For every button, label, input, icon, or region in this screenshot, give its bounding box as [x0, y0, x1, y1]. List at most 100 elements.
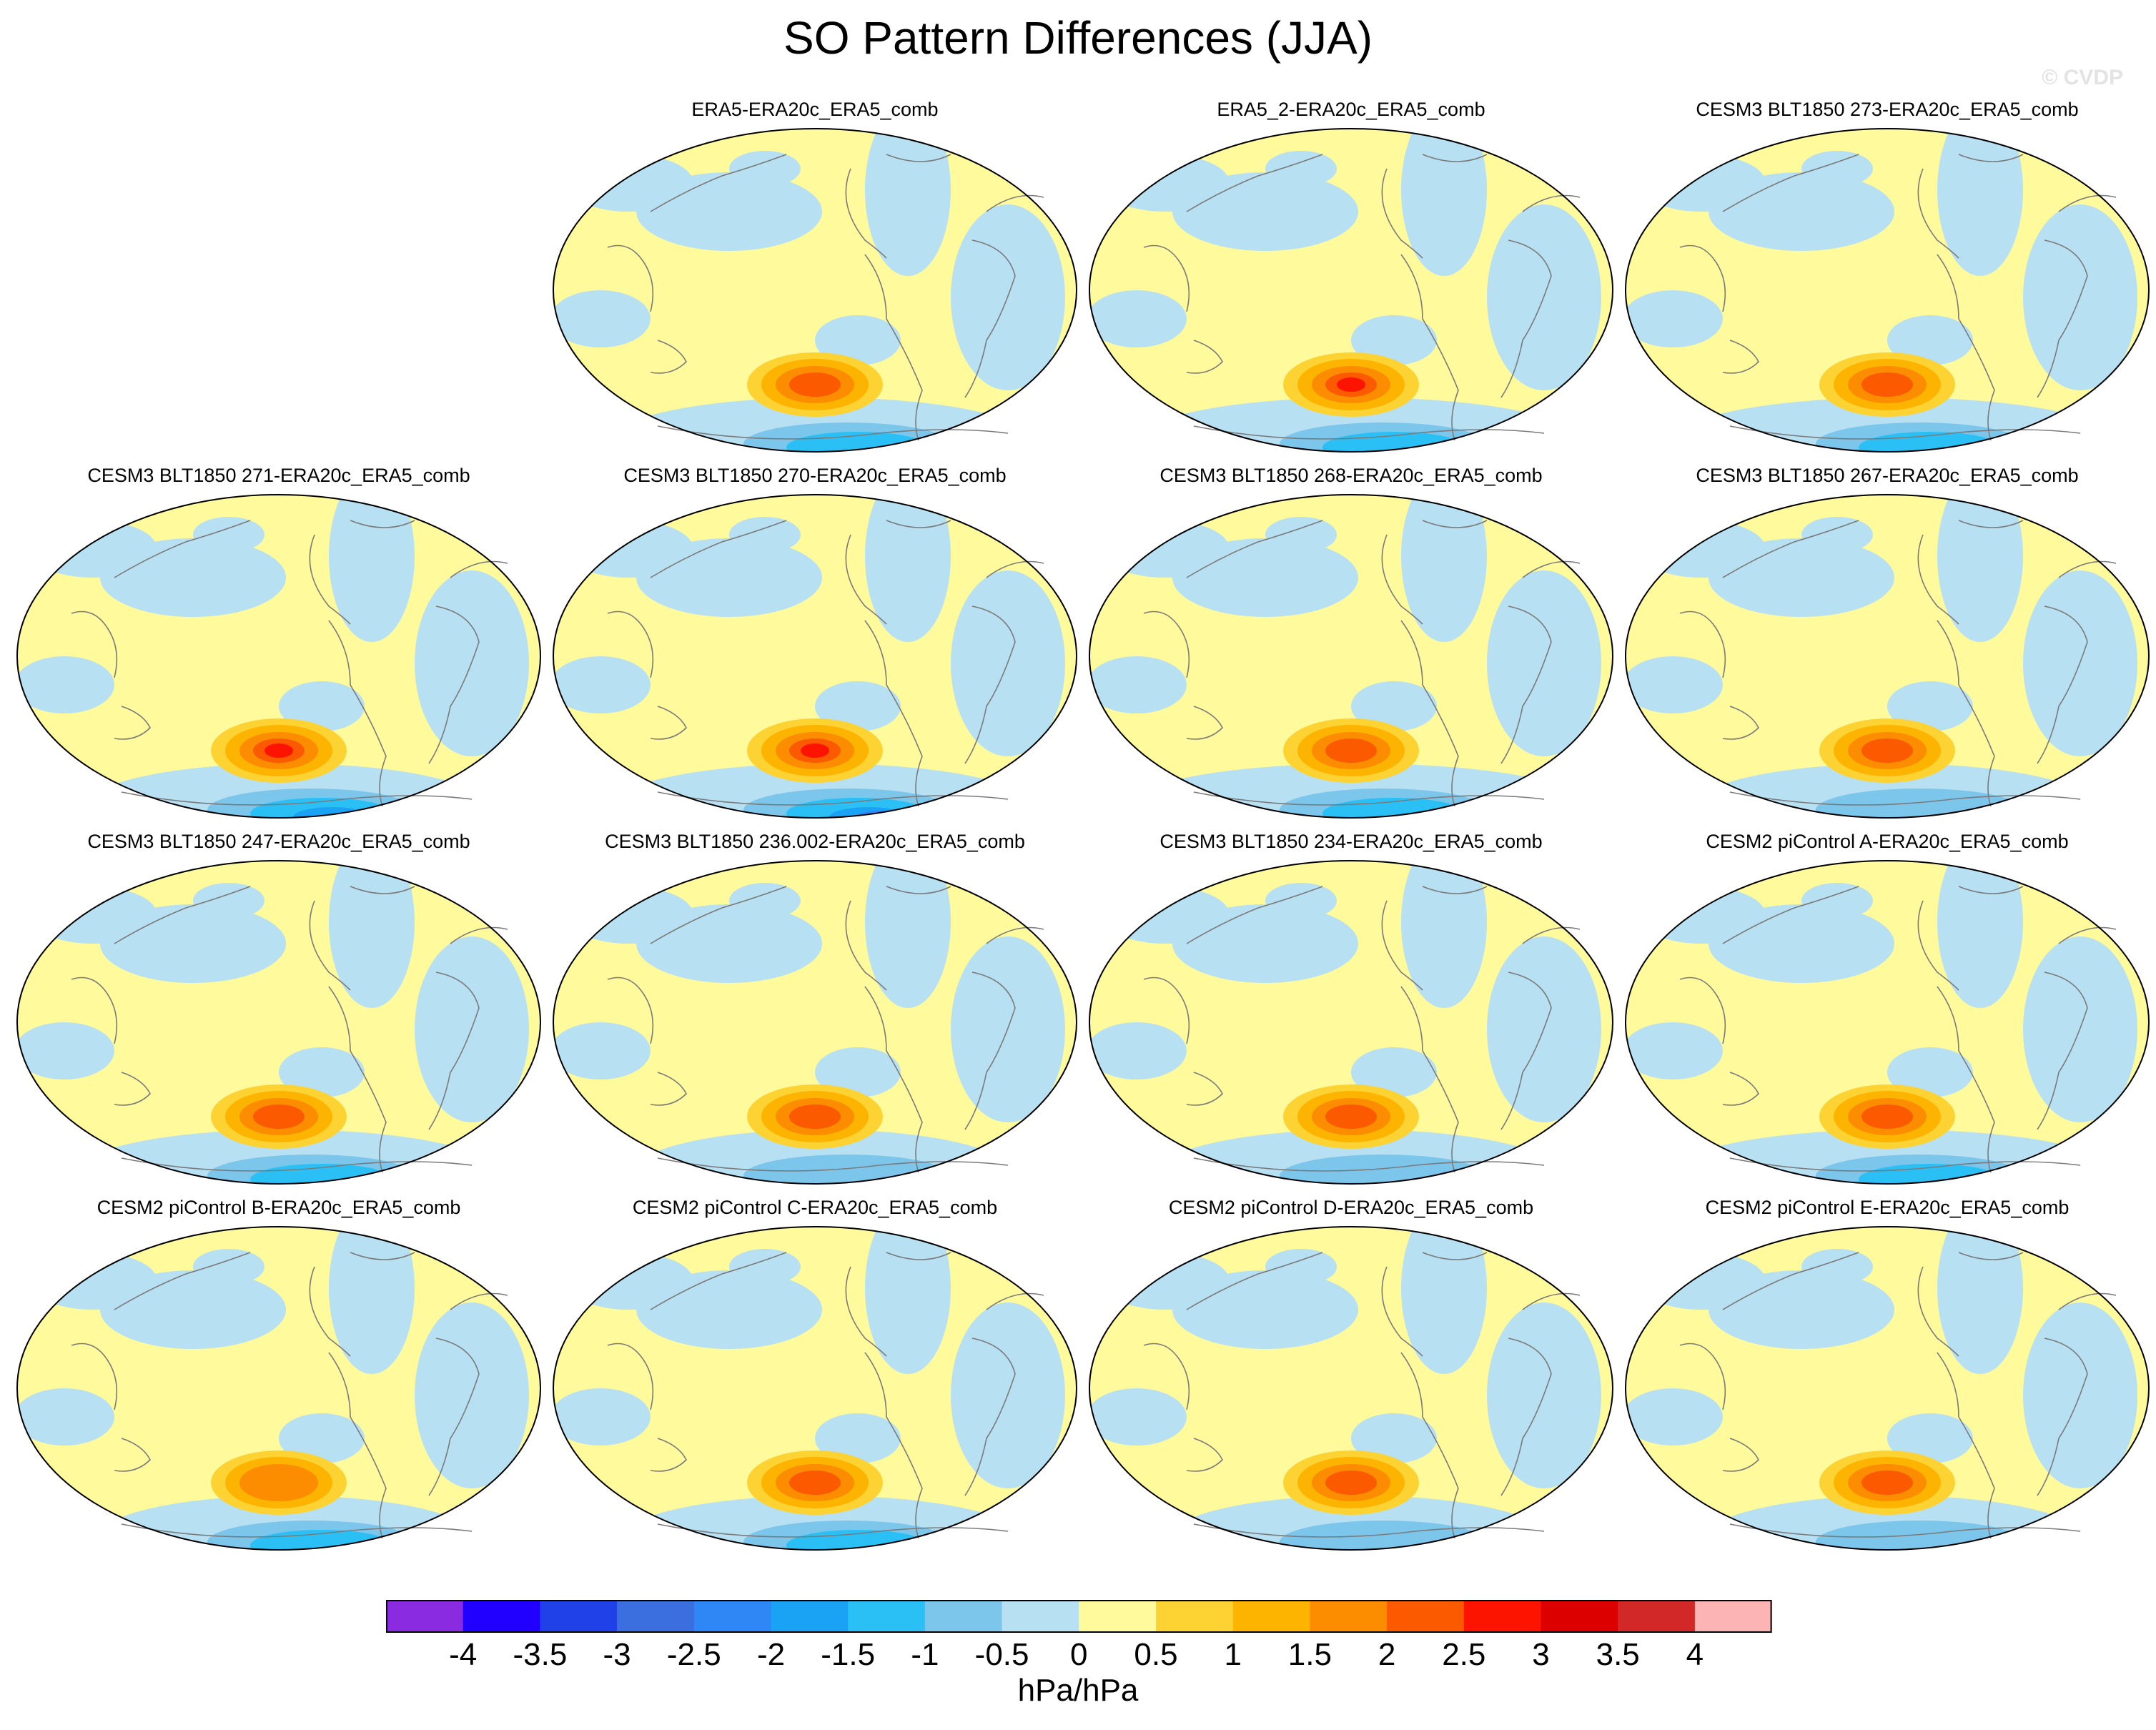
negative-anomaly-patch — [1626, 1388, 1723, 1445]
coastline — [1143, 244, 1190, 312]
negative-contour — [1322, 432, 1465, 452]
colorbar-swatch — [1541, 1600, 1618, 1633]
negative-anomaly-patch — [100, 904, 286, 983]
negative-anomaly-patch — [1172, 538, 1358, 617]
positive-contour — [1861, 372, 1913, 397]
colorbar-tick-label: 2 — [1378, 1637, 1396, 1672]
negative-anomaly-patch — [1937, 861, 2023, 1008]
negative-anomaly-patch — [1626, 656, 1723, 713]
colorbar-swatch — [386, 1600, 464, 1633]
negative-anomaly-patch — [865, 861, 951, 1008]
coastline — [1186, 520, 1323, 578]
negative-anomaly-patch — [1401, 861, 1487, 1008]
negative-contour — [250, 1530, 393, 1550]
coastline — [2058, 1292, 2117, 1310]
negative-anomaly-patch — [17, 656, 114, 713]
negative-anomaly-patch — [1401, 1227, 1487, 1374]
negative-anomaly-patch — [1265, 883, 1337, 919]
coastline — [1679, 611, 1726, 678]
negative-anomaly-patch — [815, 1413, 901, 1463]
negative-anomaly-patch — [1172, 1270, 1358, 1349]
coastline — [1722, 520, 1859, 578]
coastline — [114, 1072, 151, 1106]
colorbar-swatch — [463, 1600, 540, 1633]
coastline — [428, 1338, 480, 1496]
negative-contour — [1816, 1521, 2023, 1550]
coastline — [1958, 154, 2024, 162]
negative-anomaly-patch — [553, 1388, 651, 1445]
colorbar-tick-label: 0.5 — [1134, 1637, 1178, 1672]
coastline — [650, 340, 687, 374]
colorbar-tick-label: 0 — [1070, 1637, 1088, 1672]
colorbar-swatch — [1079, 1600, 1157, 1633]
negative-anomaly-patch — [1626, 290, 1723, 347]
negative-contour — [743, 1155, 951, 1184]
coastline — [1186, 1438, 1223, 1472]
figure-title: SO Pattern Differences (JJA) — [783, 12, 1373, 64]
map-ellipse — [16, 1226, 541, 1551]
map-ellipse — [1625, 128, 2150, 453]
negative-anomaly-patch — [329, 495, 415, 642]
negative-anomaly-patch — [279, 1047, 365, 1097]
coastline — [114, 1252, 251, 1310]
colorbar-tick-label: 2.5 — [1442, 1637, 1486, 1672]
negative-anomaly-patch — [1089, 1022, 1187, 1079]
coastline — [1729, 791, 2081, 806]
coastline — [1400, 254, 1459, 441]
negative-anomaly-patch — [729, 1249, 801, 1285]
panel-title: CESM3 BLT1850 267-ERA20c_ERA5_comb — [1696, 465, 2079, 486]
coastline — [1422, 886, 1488, 894]
negative-contour — [1859, 432, 2002, 452]
coastline — [1186, 154, 1323, 212]
coastline — [964, 606, 1016, 764]
coastline — [2037, 1338, 2088, 1496]
map-panel: CESM3 BLT1850 267-ERA20c_ERA5_comb — [1623, 465, 2152, 829]
panel-title: CESM3 BLT1850 236.002-ERA20c_ERA5_comb — [605, 831, 1025, 852]
coastline — [657, 425, 1009, 440]
negative-anomaly-patch — [1887, 681, 1973, 731]
panel-title: CESM2 piControl A-ERA20c_ERA5_comb — [1706, 831, 2069, 852]
coastline — [1722, 154, 1859, 212]
coastline — [328, 1352, 387, 1539]
negative-anomaly-patch — [1401, 129, 1487, 276]
colorbar — [386, 1600, 1773, 1633]
coastline — [1917, 1266, 1959, 1357]
colorbar-tick-label: 1.5 — [1287, 1637, 1332, 1672]
coastline — [845, 900, 887, 991]
negative-anomaly-patch — [1172, 172, 1358, 251]
map-panel: CESM2 piControl A-ERA20c_ERA5_comb — [1623, 831, 2152, 1195]
coastline — [607, 611, 654, 678]
coastline — [1143, 1343, 1190, 1410]
coastline — [2058, 194, 2117, 212]
coastline — [845, 168, 887, 259]
negative-contour — [786, 1530, 929, 1550]
coastline — [2058, 926, 2117, 944]
negative-anomaly-patch — [17, 1388, 114, 1445]
panel-title: CESM2 piControl C-ERA20c_ERA5_comb — [632, 1197, 998, 1218]
panel-title: CESM3 BLT1850 271-ERA20c_ERA5_comb — [87, 465, 470, 486]
coastline — [71, 977, 118, 1044]
map-ellipse — [553, 860, 1077, 1185]
coastline — [1186, 1252, 1323, 1310]
map-border — [1625, 1226, 2150, 1551]
negative-anomaly-patch — [865, 129, 951, 276]
negative-anomaly-patch — [1801, 517, 1873, 553]
colorbar-swatch — [617, 1600, 695, 1633]
cvdp-watermark: © CVDP — [2042, 66, 2123, 89]
coastline — [986, 194, 1044, 212]
map-border — [1625, 860, 2150, 1185]
negative-anomaly-patch — [1887, 1413, 1973, 1463]
coastline — [845, 534, 887, 625]
coastline — [1400, 1352, 1459, 1539]
negative-anomaly-patch — [1351, 1413, 1437, 1463]
positive-contour — [253, 1104, 305, 1129]
coastline — [450, 926, 508, 944]
colorbar-units: hPa/hPa — [1017, 1673, 1139, 1708]
negative-anomaly-patch — [17, 1022, 114, 1079]
coastline — [2037, 239, 2088, 398]
map-border — [1089, 128, 1613, 453]
map-border — [553, 860, 1077, 1185]
negative-anomaly-patch — [1351, 681, 1437, 731]
positive-contour — [1337, 377, 1365, 392]
coastline — [1729, 1523, 2081, 1538]
